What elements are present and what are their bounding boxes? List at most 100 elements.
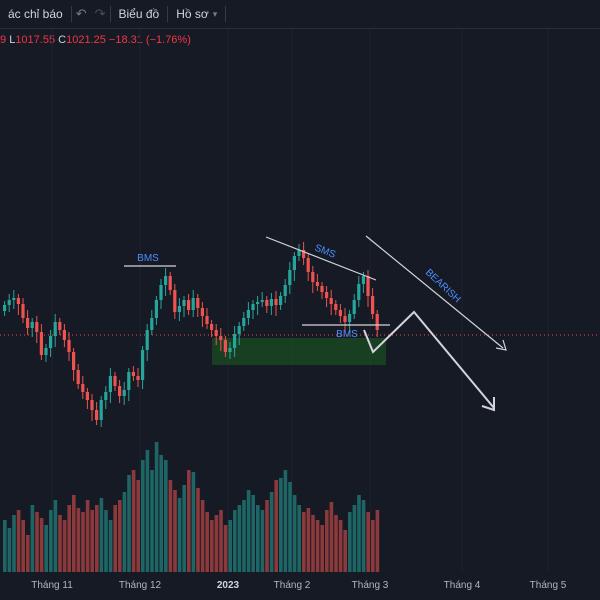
change-value: −18.31 (−1.76%) <box>108 34 191 46</box>
candle-body <box>21 304 25 318</box>
volume-bar <box>375 510 380 572</box>
candle-body <box>205 316 209 324</box>
candle-body <box>269 299 273 306</box>
profile-label: Hồ sơ <box>176 7 209 21</box>
candle-body <box>265 300 269 306</box>
candle-body <box>320 286 324 292</box>
volume-bar <box>233 510 237 572</box>
volume-bar <box>334 515 338 572</box>
volume-bar <box>108 520 113 572</box>
price-chart[interactable]: BMS SMS BMS BEARISH <box>0 0 600 572</box>
chevron-down-icon: ▾ <box>212 8 218 19</box>
candle-body <box>76 370 80 384</box>
candle-body <box>348 314 352 322</box>
candle-body <box>228 348 232 352</box>
volume-bar <box>76 508 81 572</box>
volume-bar <box>283 470 288 572</box>
volume-bar <box>16 510 21 572</box>
volume-bar <box>3 520 7 572</box>
volume-bar <box>366 512 370 572</box>
candle-body <box>49 336 53 348</box>
candle-body <box>210 324 214 330</box>
demand-zone <box>212 338 386 365</box>
sms-trendline <box>265 236 377 281</box>
indicators-button[interactable]: ác chỉ báo <box>8 7 63 21</box>
sms-label: SMS <box>313 243 338 261</box>
candle-body <box>366 276 370 296</box>
volume-bar <box>292 495 297 572</box>
volume-bar <box>228 520 232 572</box>
candle-body <box>39 332 43 355</box>
redo-icon[interactable]: ↷ <box>94 6 106 21</box>
close-label: C <box>58 34 67 46</box>
volume-bar <box>191 472 196 572</box>
candle-body <box>283 285 287 296</box>
volume-bar <box>90 510 94 572</box>
volume-bar <box>141 460 145 572</box>
toolbar-divider <box>109 6 111 22</box>
volume-bar <box>177 498 182 572</box>
volume-bar <box>35 512 39 572</box>
time-axis-label: Tháng 12 <box>118 580 162 591</box>
volume-bar <box>85 500 90 572</box>
volume-bar <box>200 500 205 572</box>
candle-body <box>173 290 177 312</box>
candle-body <box>72 352 76 370</box>
volume-bar <box>325 510 329 572</box>
candle-body <box>62 330 66 340</box>
volume-bar <box>311 515 315 572</box>
volume-bar <box>196 488 200 572</box>
volume-bar <box>154 442 159 572</box>
candle-body <box>334 304 338 310</box>
time-axis-label: Tháng 11 <box>31 580 73 591</box>
volume-bar <box>131 470 136 572</box>
volume-bar <box>62 520 67 572</box>
time-axis-label: Tháng 3 <box>351 580 389 591</box>
open-value: 9 <box>0 34 7 46</box>
candle-body <box>104 392 108 400</box>
volume-bar <box>49 510 53 572</box>
candle-body <box>7 300 11 305</box>
candle-body <box>58 322 62 330</box>
candle-body <box>141 350 145 380</box>
candle-body <box>361 276 365 284</box>
candle-body <box>371 296 375 314</box>
volume-bar <box>30 505 35 572</box>
volume-bar <box>279 478 283 572</box>
profile-menu-button[interactable]: Hồ sơ ▾ <box>168 0 225 28</box>
volume-bar <box>67 505 71 572</box>
volume-bar <box>58 515 62 572</box>
candle-body <box>260 300 264 302</box>
volume-bar <box>260 510 265 572</box>
candle-body <box>122 390 126 396</box>
volume-bar <box>72 495 76 572</box>
candle-body <box>136 376 140 380</box>
volume-bar <box>210 520 214 572</box>
projection-path <box>363 310 495 409</box>
volume-bar <box>352 505 357 572</box>
close-value: 1021.25 <box>66 34 106 46</box>
volume-bar <box>361 500 366 572</box>
candle-body <box>292 256 296 270</box>
candle-body <box>90 400 94 410</box>
volume-bar <box>251 495 255 572</box>
candle-body <box>154 300 158 318</box>
candle-body <box>357 284 361 300</box>
volume-bar <box>242 500 246 572</box>
chart-menu-button[interactable]: Biểu đồ <box>118 7 160 21</box>
candle-body <box>338 310 342 316</box>
candle-body <box>352 300 356 314</box>
bearish-trendline <box>365 235 504 349</box>
candle-body <box>187 300 191 310</box>
ohlc-legend: 9 L1017.55 C1021.25 −18.31 (−1.76%) <box>0 34 191 46</box>
volume-bar <box>168 480 173 572</box>
volume-bar <box>122 492 127 572</box>
candle-body <box>159 285 163 300</box>
undo-icon[interactable]: ↶ <box>75 6 87 21</box>
volume-bar <box>182 485 186 572</box>
candle-body <box>306 258 310 272</box>
volume-bar <box>21 520 25 572</box>
volume-bar <box>343 530 347 572</box>
volume-bar <box>274 480 278 572</box>
candle-body <box>214 330 218 336</box>
